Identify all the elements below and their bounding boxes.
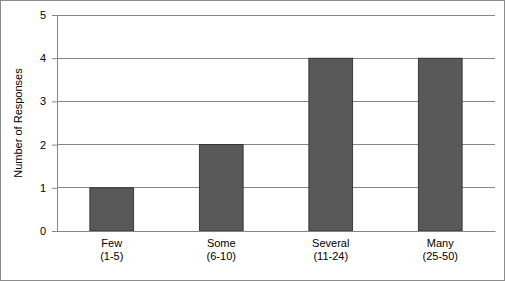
y-tick-label: 2 bbox=[40, 139, 46, 151]
x-tick-label-line: (25-50) bbox=[423, 250, 458, 262]
x-tick-label-line: (11-24) bbox=[313, 250, 348, 262]
bars bbox=[90, 58, 462, 231]
x-tick-label: Many(25-50) bbox=[423, 237, 458, 262]
y-tick-label: 1 bbox=[40, 182, 46, 194]
plot: 0 1 2 3 4 5 Few(1-5) Some(6-10) Several(11-24) Ma… bbox=[40, 9, 496, 262]
y-tick-label: 4 bbox=[40, 52, 46, 64]
x-tick-label: Few(1-5) bbox=[100, 237, 123, 262]
x-tick: Some(6-10) bbox=[207, 231, 236, 262]
y-axis-line bbox=[52, 16, 58, 232]
y-tick: 3 bbox=[40, 95, 57, 107]
y-tick-mark bbox=[52, 231, 57, 232]
bar bbox=[309, 58, 353, 231]
y-axis-title: Number of Responses bbox=[12, 68, 24, 178]
x-tick: Many(25-50) bbox=[423, 231, 458, 262]
grid bbox=[57, 15, 495, 231]
y-tick-mark bbox=[52, 15, 57, 16]
x-tick-label-line: Several bbox=[312, 237, 349, 249]
y-tick: 1 bbox=[40, 182, 57, 194]
y-tick: 0 bbox=[40, 225, 57, 237]
x-axis-line bbox=[58, 231, 496, 232]
x-tick: Several(11-24) bbox=[312, 231, 349, 262]
y-tick-label: 0 bbox=[40, 225, 46, 237]
x-tick-label-line: Few bbox=[101, 237, 122, 249]
x-tick-label: Several(11-24) bbox=[312, 237, 349, 262]
y-tick-mark bbox=[52, 58, 57, 59]
grid-line bbox=[57, 15, 495, 16]
x-tick-label-line: (6-10) bbox=[207, 250, 236, 262]
y-tick-mark bbox=[52, 188, 57, 189]
y-tick-mark bbox=[52, 145, 57, 146]
y-tick: 4 bbox=[40, 52, 57, 64]
y-tick: 5 bbox=[40, 9, 57, 21]
x-tick: Few(1-5) bbox=[100, 231, 123, 262]
chart: 0 1 2 3 4 5 Few(1-5) Some(6-10) Several(11-24) Ma… bbox=[0, 0, 505, 281]
x-axis: Few(1-5) Some(6-10) Several(11-24) Many(25-… bbox=[58, 231, 496, 262]
x-tick-label-line: Many bbox=[427, 237, 454, 249]
y-tick-label: 3 bbox=[40, 95, 46, 107]
y-axis: 0 1 2 3 4 5 bbox=[40, 9, 58, 237]
bar bbox=[199, 145, 243, 231]
y-tick-mark bbox=[52, 101, 57, 102]
x-tick-label-line: (1-5) bbox=[100, 250, 123, 262]
chart-border bbox=[1, 1, 505, 281]
y-tick: 2 bbox=[40, 139, 57, 151]
y-tick-label: 5 bbox=[40, 9, 46, 21]
x-tick-label: Some(6-10) bbox=[207, 237, 236, 262]
x-tick-label-line: Some bbox=[207, 237, 236, 249]
bar bbox=[90, 188, 134, 231]
bar bbox=[418, 58, 462, 231]
